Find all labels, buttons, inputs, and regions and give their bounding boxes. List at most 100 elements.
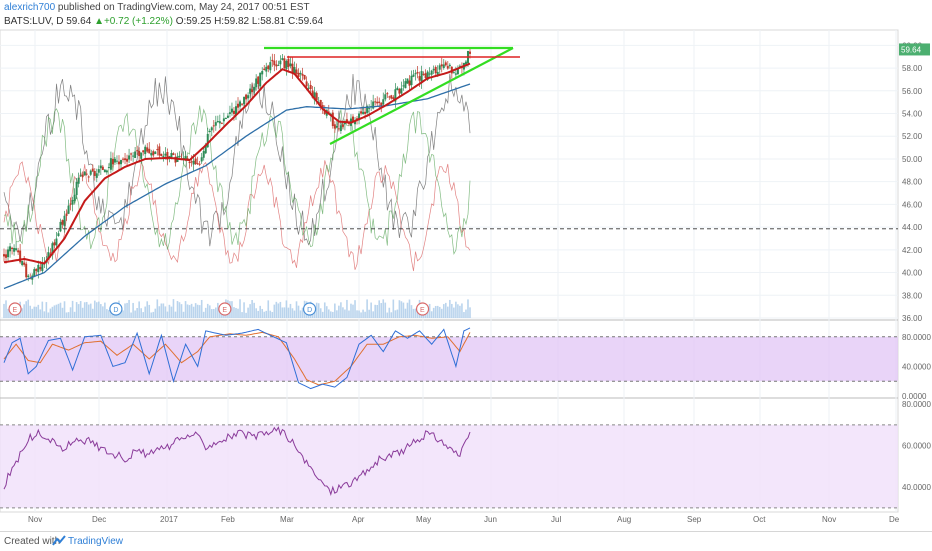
candle-body bbox=[91, 168, 94, 172]
candle-body bbox=[311, 90, 314, 98]
candle-body bbox=[81, 174, 84, 177]
candle-body bbox=[67, 205, 70, 214]
candle-body bbox=[454, 73, 457, 75]
volume-bar bbox=[461, 303, 463, 318]
candle-body bbox=[136, 150, 139, 152]
candle-body bbox=[19, 250, 22, 263]
event-marker bbox=[415, 302, 430, 316]
volume-bar bbox=[440, 308, 443, 318]
y-tick-label: 40.00 bbox=[902, 269, 923, 278]
candle-body bbox=[192, 160, 195, 165]
volume-bar bbox=[332, 311, 334, 318]
candle-body bbox=[255, 78, 258, 88]
candle-body bbox=[194, 158, 197, 164]
volume-bar bbox=[392, 299, 395, 318]
candle-body bbox=[190, 161, 193, 163]
candle-body bbox=[263, 68, 266, 71]
volume-bar bbox=[295, 301, 298, 318]
candle-body bbox=[404, 81, 407, 89]
volume-bar bbox=[134, 310, 136, 318]
volume-bar bbox=[21, 308, 23, 318]
volume-bar bbox=[150, 312, 153, 318]
y-tick-label: 56.00 bbox=[902, 87, 923, 96]
candle-body bbox=[174, 156, 177, 163]
candle-body bbox=[204, 144, 207, 154]
volume-bar bbox=[33, 306, 36, 318]
author-link[interactable]: alexrich700 bbox=[4, 2, 56, 13]
volume-bar bbox=[164, 306, 167, 318]
volume-bar bbox=[213, 308, 215, 318]
volume-bar bbox=[354, 300, 356, 318]
volume-bar bbox=[23, 304, 25, 318]
x-tick-label: Mar bbox=[280, 515, 294, 524]
volume-bar bbox=[352, 304, 354, 318]
candle-body bbox=[101, 166, 104, 171]
candle-body bbox=[388, 96, 391, 98]
volume-bar bbox=[370, 302, 372, 318]
volume-bar bbox=[25, 301, 27, 318]
volume-bar bbox=[287, 307, 290, 318]
volume-bar bbox=[95, 302, 98, 318]
volume-bar bbox=[47, 312, 50, 318]
volume-bar bbox=[158, 306, 161, 318]
candle-body bbox=[305, 81, 308, 87]
candle-body bbox=[73, 194, 76, 201]
volume-bar bbox=[245, 312, 247, 318]
candle-body bbox=[378, 101, 381, 103]
candle-body bbox=[253, 86, 256, 91]
volume-bar bbox=[91, 308, 94, 318]
volume-bar bbox=[438, 306, 441, 318]
volume-bar bbox=[406, 302, 409, 318]
candle-body bbox=[295, 69, 298, 74]
tradingview-brand-link[interactable]: TradingView bbox=[68, 536, 124, 547]
volume-bar bbox=[73, 311, 76, 318]
volume-bar bbox=[277, 303, 280, 318]
volume-bar bbox=[206, 303, 209, 318]
published-text: published on TradingView.com, May 24, 20… bbox=[55, 2, 310, 13]
candle-body bbox=[430, 70, 433, 75]
volume-bar bbox=[168, 304, 171, 318]
candle-body bbox=[198, 163, 201, 165]
volume-bar bbox=[93, 300, 96, 318]
volume-bar bbox=[29, 305, 32, 318]
volume-bar bbox=[142, 312, 144, 318]
candle-body bbox=[420, 71, 423, 83]
volume-bar bbox=[319, 308, 322, 318]
volume-bar bbox=[221, 312, 223, 318]
volume-bar bbox=[200, 299, 203, 318]
volume-bar bbox=[79, 301, 82, 318]
volume-bar bbox=[279, 301, 282, 318]
candle-body bbox=[313, 92, 316, 101]
candle-body bbox=[126, 158, 129, 162]
event-marker-label: E bbox=[13, 307, 18, 314]
volume-bar bbox=[136, 308, 138, 318]
candle-body bbox=[247, 95, 250, 99]
volume-bar bbox=[267, 300, 270, 318]
tradingview-logo-icon[interactable] bbox=[52, 535, 66, 547]
candle-body bbox=[432, 68, 435, 71]
candle-body bbox=[249, 88, 252, 94]
volume-bar bbox=[43, 311, 46, 318]
candle-body bbox=[77, 177, 80, 184]
candle-body bbox=[360, 111, 363, 114]
volume-bar bbox=[249, 304, 251, 318]
candle-body bbox=[97, 169, 100, 173]
candle-body bbox=[261, 71, 264, 75]
volume-bar bbox=[325, 306, 328, 318]
volume-bar bbox=[356, 310, 358, 318]
candle-body bbox=[239, 101, 242, 107]
candle-body bbox=[146, 147, 149, 152]
volume-bar bbox=[263, 311, 266, 318]
symbol-line: BATS:LUV, D 59.64 ▲+0.72 (+1.22%) O:59.2… bbox=[4, 16, 323, 27]
candle-body bbox=[335, 126, 338, 128]
candle-body bbox=[95, 173, 98, 178]
volume-bar bbox=[376, 305, 379, 318]
candle-body bbox=[128, 155, 131, 160]
volume-bar bbox=[233, 307, 235, 318]
candle-body bbox=[142, 150, 145, 153]
candle-body bbox=[111, 158, 114, 165]
candle-body bbox=[343, 122, 346, 125]
candle-body bbox=[9, 246, 12, 252]
volume-bar bbox=[457, 304, 459, 318]
candle-body bbox=[51, 243, 54, 256]
